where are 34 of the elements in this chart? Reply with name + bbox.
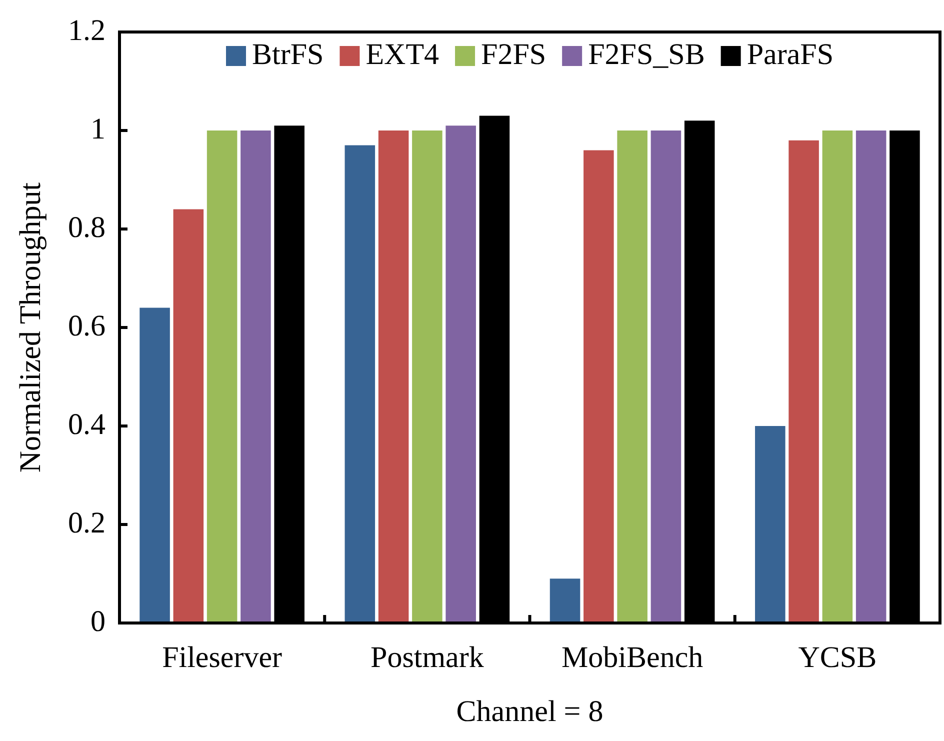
y-tick-label: 0.8	[68, 210, 106, 244]
legend-label: BtrFS	[252, 38, 324, 71]
y-tick-label: 0	[90, 604, 106, 638]
bar	[788, 140, 819, 623]
x-tick-label: Postmark	[370, 640, 484, 674]
legend-label: F2FS_SB	[588, 38, 705, 71]
x-tick-label: MobiBench	[561, 640, 704, 674]
bar	[344, 145, 376, 623]
bar	[650, 130, 682, 623]
bar	[446, 126, 476, 623]
bar	[550, 578, 580, 623]
bar	[856, 130, 886, 623]
bar	[206, 130, 238, 623]
bar	[378, 130, 409, 623]
x-axis-title: Channel = 8	[456, 694, 604, 728]
legend-label: F2FS	[481, 38, 546, 71]
bar	[412, 130, 442, 623]
bar	[584, 150, 614, 623]
legend-label: ParaFS	[746, 38, 834, 71]
y-tick-label: 0.2	[68, 506, 106, 540]
bar	[173, 209, 204, 623]
y-tick-label: 1	[90, 112, 106, 146]
bar	[140, 308, 170, 623]
bar	[240, 130, 271, 623]
y-tick-label: 0.4	[68, 408, 106, 441]
bar	[822, 130, 853, 623]
y-axis-title: Normalized Throughput	[14, 182, 47, 473]
legend-label: EXT4	[366, 38, 440, 71]
x-tick-label: YCSB	[798, 640, 877, 674]
y-tick-label: 1.2	[68, 14, 106, 47]
bar	[755, 426, 786, 623]
y-tick-label: 0.6	[68, 309, 106, 342]
bar	[617, 130, 648, 623]
x-tick-label: Fileserver	[162, 640, 282, 674]
